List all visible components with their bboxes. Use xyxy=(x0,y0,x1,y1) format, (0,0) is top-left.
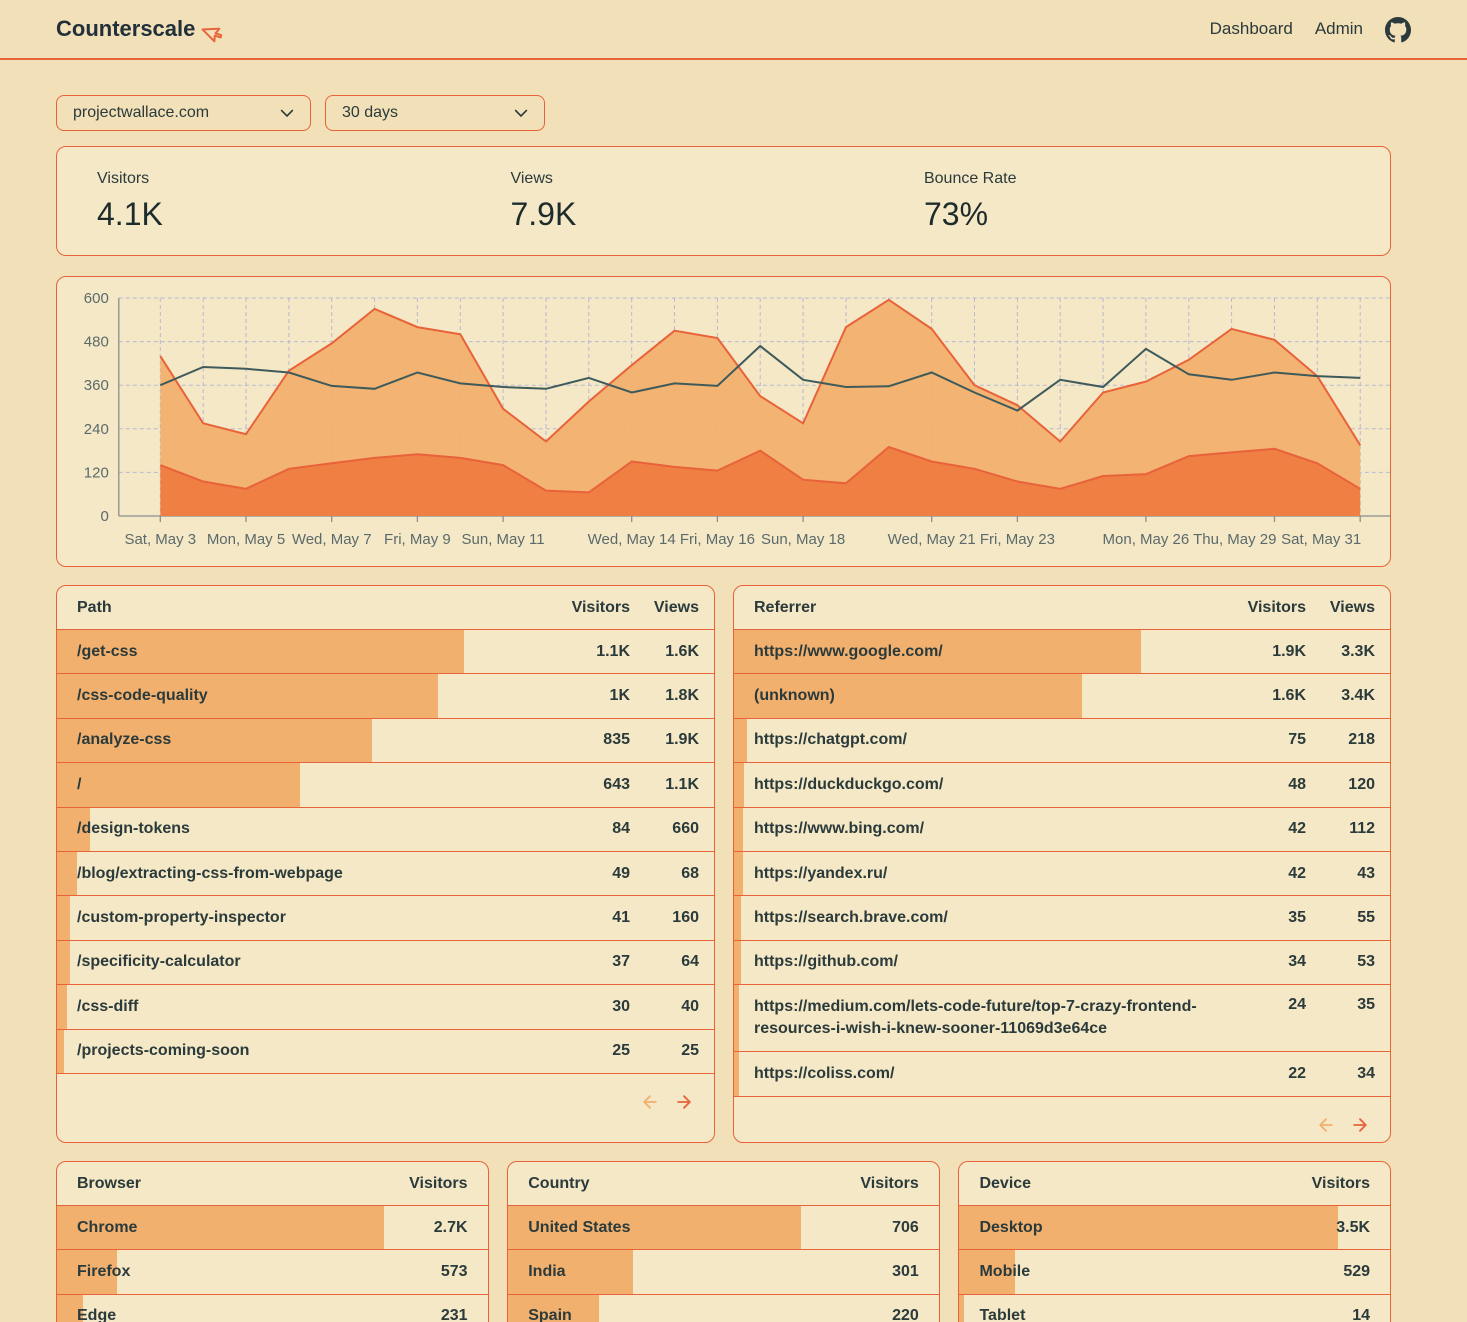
svg-text:600: 600 xyxy=(84,290,109,307)
svg-text:Fri, May 23: Fri, May 23 xyxy=(980,531,1055,548)
svg-text:480: 480 xyxy=(84,334,109,351)
svg-text:Thu, May 29: Thu, May 29 xyxy=(1193,531,1276,548)
svg-text:0: 0 xyxy=(100,508,108,525)
svg-text:240: 240 xyxy=(84,421,109,438)
svg-text:Wed, May 14: Wed, May 14 xyxy=(588,531,676,548)
svg-text:Mon, May 5: Mon, May 5 xyxy=(207,531,285,548)
svg-text:Fri, May 9: Fri, May 9 xyxy=(384,531,451,548)
svg-text:360: 360 xyxy=(84,377,109,394)
svg-text:120: 120 xyxy=(84,464,109,481)
svg-text:Sun, May 11: Sun, May 11 xyxy=(462,531,545,548)
svg-text:Sun, May 18: Sun, May 18 xyxy=(761,531,845,548)
svg-text:Wed, May 21: Wed, May 21 xyxy=(888,531,976,548)
svg-text:Sat, May 3: Sat, May 3 xyxy=(124,531,196,548)
svg-text:Sat, May 31: Sat, May 31 xyxy=(1281,531,1361,548)
svg-text:Fri, May 16: Fri, May 16 xyxy=(680,531,755,548)
svg-text:Mon, May 26: Mon, May 26 xyxy=(1103,531,1190,548)
svg-text:Wed, May 7: Wed, May 7 xyxy=(292,531,372,548)
